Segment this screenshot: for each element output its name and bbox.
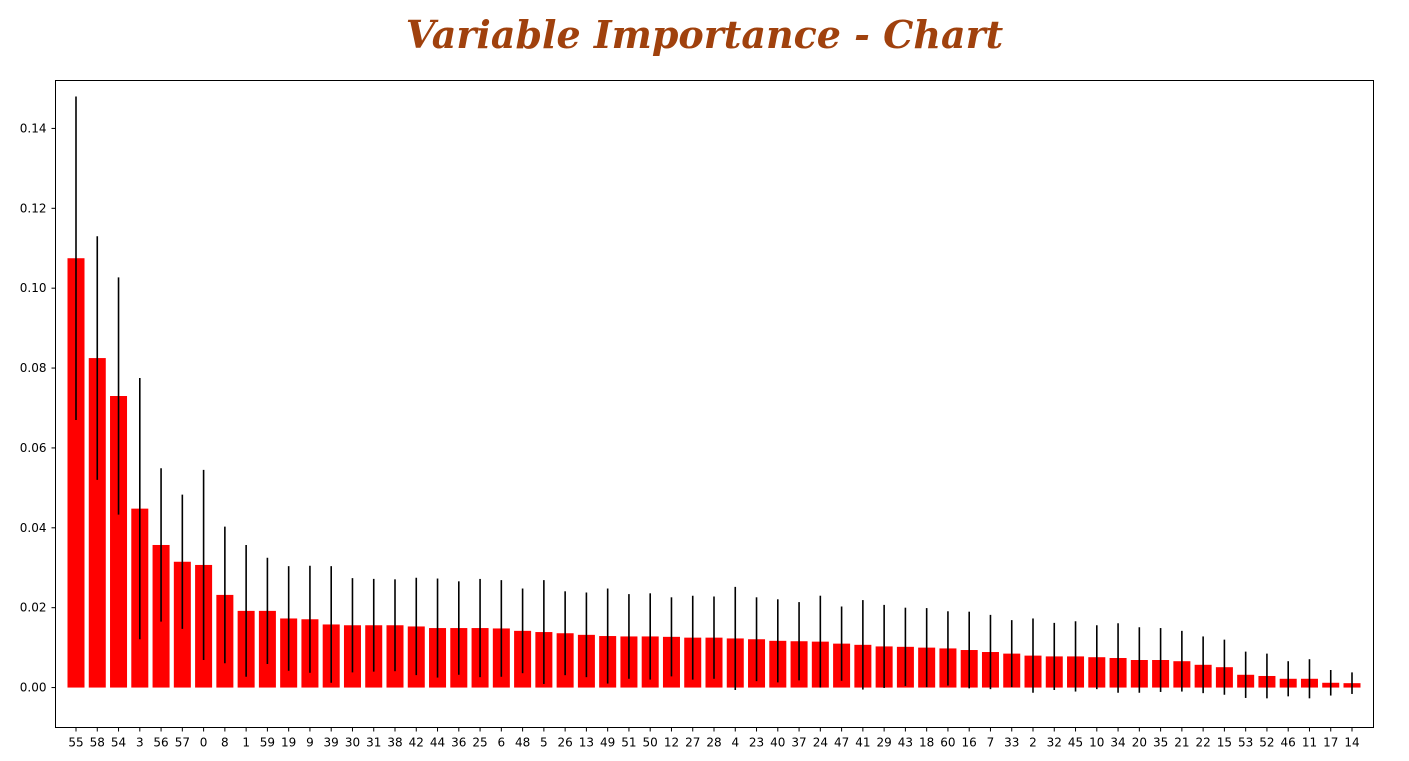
x-tick-label-35: 35	[1153, 736, 1168, 750]
x-tick-label-60: 60	[940, 736, 955, 750]
x-tick-label-17: 17	[1323, 736, 1338, 750]
y-tick-label-0.08: 0.08	[20, 361, 47, 375]
x-tick-label-13: 13	[579, 736, 594, 750]
x-tick-label-16: 16	[962, 736, 977, 750]
y-tick-label-0.00: 0.00	[20, 681, 47, 695]
x-tick-label-15: 15	[1217, 736, 1232, 750]
x-tick-label-33: 33	[1004, 736, 1019, 750]
x-tick-label-58: 58	[90, 736, 105, 750]
y-tick-label-0.14: 0.14	[20, 121, 47, 135]
x-tick-label-10: 10	[1089, 736, 1104, 750]
x-tick-label-46: 46	[1281, 736, 1296, 750]
x-tick-label-54: 54	[111, 736, 126, 750]
x-tick-label-52: 52	[1259, 736, 1274, 750]
x-tick-label-27: 27	[685, 736, 700, 750]
x-tick-label-40: 40	[770, 736, 785, 750]
x-tick-label-32: 32	[1047, 736, 1062, 750]
x-tick-label-44: 44	[430, 736, 445, 750]
x-tick-label-14: 14	[1344, 736, 1359, 750]
error-bars-layer	[75, 96, 1353, 699]
x-tick-label-59: 59	[260, 736, 275, 750]
x-tick-label-49: 49	[600, 736, 615, 750]
x-tick-label-4: 4	[731, 736, 739, 750]
x-tick-label-5: 5	[540, 736, 548, 750]
y-tick-label-0.06: 0.06	[20, 441, 47, 455]
x-tick-label-50: 50	[643, 736, 658, 750]
x-tick-label-51: 51	[621, 736, 636, 750]
x-tick-label-53: 53	[1238, 736, 1253, 750]
x-tick-label-7: 7	[987, 736, 995, 750]
x-tick-label-30: 30	[345, 736, 360, 750]
x-tick-label-3: 3	[136, 736, 144, 750]
x-tick-label-31: 31	[366, 736, 381, 750]
bars-layer	[67, 258, 1361, 688]
x-tick-label-37: 37	[791, 736, 806, 750]
x-tick-label-38: 38	[387, 736, 402, 750]
x-tick-label-55: 55	[68, 736, 83, 750]
x-tick-label-23: 23	[749, 736, 764, 750]
x-tick-label-43: 43	[898, 736, 913, 750]
bar-58	[88, 358, 106, 688]
x-tick-label-20: 20	[1132, 736, 1147, 750]
x-tick-label-19: 19	[281, 736, 296, 750]
x-axis: 55 58 54 3 56 57 0 8 1 59 19 9 39 30 31 38 42 44 36 25 6 48 5 2…	[68, 727, 1360, 750]
x-tick-label-39: 39	[324, 736, 339, 750]
x-tick-label-36: 36	[451, 736, 466, 750]
x-tick-label-8: 8	[221, 736, 229, 750]
y-tick-label-0.10: 0.10	[20, 281, 47, 295]
x-tick-label-41: 41	[855, 736, 870, 750]
x-tick-label-45: 45	[1068, 736, 1083, 750]
x-tick-label-48: 48	[515, 736, 530, 750]
x-tick-label-29: 29	[876, 736, 891, 750]
x-tick-label-1: 1	[242, 736, 250, 750]
x-tick-label-24: 24	[813, 736, 828, 750]
x-tick-label-28: 28	[706, 736, 721, 750]
bar-54	[110, 396, 128, 688]
x-tick-label-2: 2	[1029, 736, 1037, 750]
x-tick-label-11: 11	[1302, 736, 1317, 750]
x-tick-label-25: 25	[472, 736, 487, 750]
x-tick-label-12: 12	[664, 736, 679, 750]
x-tick-label-56: 56	[153, 736, 168, 750]
bar-55	[67, 258, 85, 688]
x-tick-label-34: 34	[1110, 736, 1125, 750]
chart-title: Variable Importance - Chart	[405, 12, 1004, 57]
y-axis: 0.00 0.02 0.04 0.06 0.08 0.10 0.12 0.14	[20, 121, 56, 695]
x-tick-label-42: 42	[409, 736, 424, 750]
x-tick-label-6: 6	[498, 736, 506, 750]
x-tick-label-0: 0	[200, 736, 208, 750]
x-tick-label-18: 18	[919, 736, 934, 750]
x-tick-label-26: 26	[557, 736, 572, 750]
y-tick-label-0.02: 0.02	[20, 601, 47, 615]
y-tick-label-0.12: 0.12	[20, 201, 47, 215]
x-tick-label-47: 47	[834, 736, 849, 750]
x-tick-label-22: 22	[1195, 736, 1210, 750]
y-tick-label-0.04: 0.04	[20, 521, 47, 535]
x-tick-label-57: 57	[175, 736, 190, 750]
x-tick-label-21: 21	[1174, 736, 1189, 750]
x-tick-label-9: 9	[306, 736, 314, 750]
